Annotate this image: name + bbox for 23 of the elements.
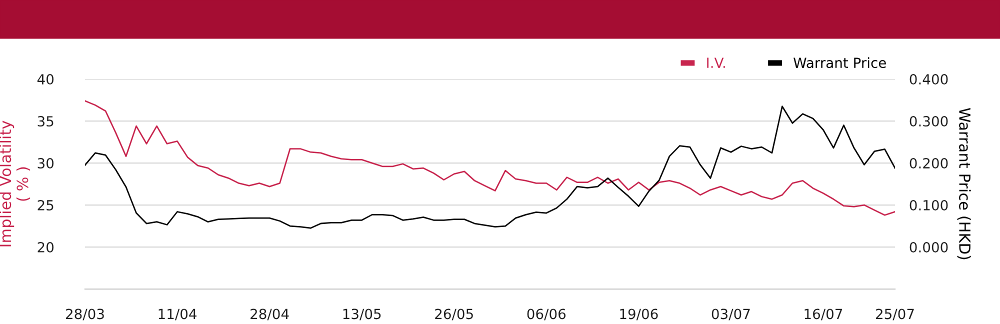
y2-tick-label: 0.400 <box>910 74 948 85</box>
x-tick-label: 03/07 <box>712 308 750 320</box>
legend-label: Warrant Price <box>794 57 886 68</box>
x-tick-label: 26/05 <box>435 308 473 320</box>
y-tick-label: 25 <box>38 200 54 210</box>
y-tick-label: 40 <box>37 74 54 85</box>
x-tick-label: 11/04 <box>158 308 197 320</box>
x-tick-label: 13/05 <box>343 308 381 320</box>
x-tick-label: 28/04 <box>250 308 289 320</box>
y2-tick-label: 0.200 <box>910 158 948 169</box>
x-tick-label: 16/07 <box>804 308 842 320</box>
x-tick-label: 25/07 <box>876 308 914 320</box>
y-tick-label: 30 <box>38 158 54 169</box>
x-tick-label: 28/03 <box>66 308 104 320</box>
y2-axis-title: Warrant Price (HKD) <box>957 108 971 260</box>
x-tick-label: 06/06 <box>527 308 566 320</box>
legend-label: I.V. <box>707 58 725 68</box>
x-tick-label: 19/06 <box>620 308 658 320</box>
y2-tick-label: 0.300 <box>910 116 948 127</box>
y-tick-label: 20 <box>38 242 54 252</box>
y-tick-label: 35 <box>38 116 54 127</box>
y2-tick-label: 0.000 <box>910 242 948 252</box>
y2-tick-label: 0.100 <box>910 200 948 210</box>
